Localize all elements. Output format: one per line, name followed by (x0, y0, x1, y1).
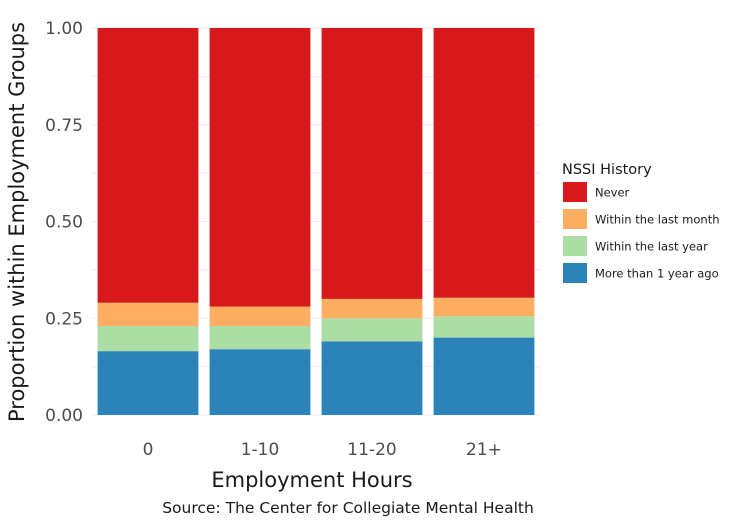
bar-segment-within-the-last-month-21+ (433, 297, 535, 317)
y-tick-label: 0.50 (45, 213, 83, 233)
x-axis-title: Employment Hours (211, 468, 412, 492)
bar-segment-never-11-20 (321, 28, 423, 299)
legend-title: NSSI History (562, 162, 652, 178)
bar-segment-within-the-last-year-11-20 (321, 318, 423, 342)
y-tick-label: 0.00 (45, 406, 83, 426)
y-tick-label: 0.75 (45, 116, 83, 136)
legend-key-within-the-last-year (563, 236, 587, 256)
legend-label: Within the last year (595, 240, 708, 254)
x-tick-label: 21+ (466, 440, 502, 460)
x-tick-label: 11-20 (347, 440, 396, 460)
legend-label: Within the last month (595, 213, 720, 227)
y-axis-title: Proportion within Employment Groups (5, 22, 29, 422)
legend-key-more-than-1-year-ago (563, 263, 587, 283)
legend-key-never (563, 182, 587, 202)
legend-key-within-the-last-month (563, 209, 587, 229)
y-tick-label: 1.00 (45, 19, 83, 39)
bar-segment-more-than-1-year-ago-1-10 (209, 349, 311, 415)
bar-segment-within-the-last-year-1-10 (209, 325, 311, 350)
legend-label: More than 1 year ago (595, 267, 719, 281)
bar-segment-within-the-last-year-21+ (433, 316, 535, 338)
bar-segment-never-1-10 (209, 28, 311, 307)
source-caption: Source: The Center for Collegiate Mental… (162, 499, 534, 517)
y-axis-tick-labels: 0.00 0.25 0.50 0.75 1.00 (45, 19, 83, 426)
bar-segment-more-than-1-year-ago-21+ (433, 337, 535, 415)
bar-segment-within-the-last-month-1-10 (209, 306, 311, 326)
bar-segment-within-the-last-year-0 (97, 325, 199, 352)
bar-segment-more-than-1-year-ago-11-20 (321, 341, 423, 415)
bar-segment-within-the-last-month-0 (97, 302, 199, 326)
y-tick-label: 0.25 (45, 309, 83, 329)
bars (97, 28, 535, 415)
bar-segment-never-0 (97, 28, 199, 303)
legend-label: Never (595, 186, 630, 200)
x-tick-label: 0 (143, 440, 154, 460)
bar-segment-more-than-1-year-ago-0 (97, 351, 199, 415)
bar-segment-within-the-last-month-11-20 (321, 298, 423, 319)
x-axis-tick-labels: 0 1-10 11-20 21+ (143, 440, 502, 460)
x-tick-label: 1-10 (241, 440, 280, 460)
legend: NSSI History Never Within the last month W… (562, 162, 720, 283)
bar-segment-never-21+ (433, 28, 535, 298)
